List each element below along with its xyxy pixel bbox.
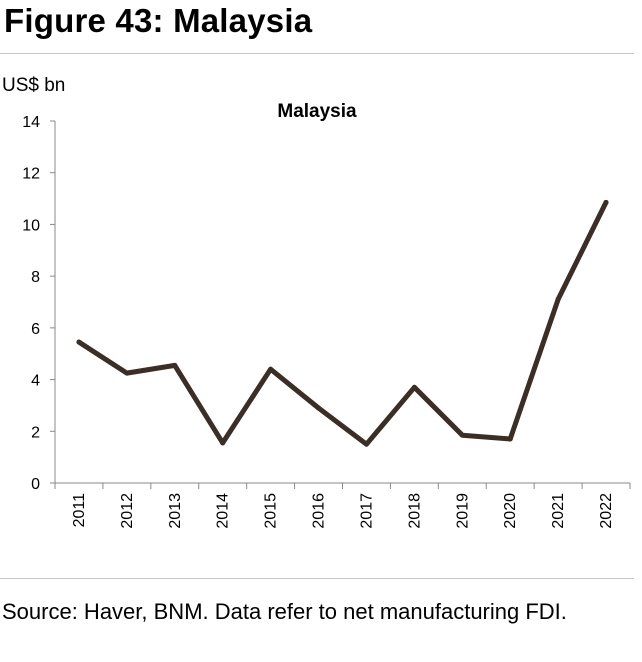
data-point [363, 441, 369, 447]
x-tick-label: 2012 [119, 493, 136, 529]
x-tick-label: 2021 [550, 493, 567, 529]
data-point [411, 384, 417, 390]
y-tick-label: 4 [31, 373, 40, 390]
x-tick-label: 2016 [311, 493, 328, 529]
x-tick-label: 2014 [215, 493, 232, 529]
y-tick-label: 14 [22, 114, 40, 131]
series-group [76, 199, 609, 447]
y-tick-label: 12 [22, 166, 40, 183]
source-note: Source: Haver, BNM. Data refer to net ma… [2, 599, 567, 624]
x-tick-label: 2017 [358, 493, 375, 529]
x-tick-label: 2019 [454, 493, 471, 529]
y-tick-label: 8 [31, 269, 40, 286]
y-tick-label: 6 [31, 321, 40, 338]
y-axis-ticks: 0 2 4 6 8 10 12 14 [22, 114, 55, 493]
data-point [76, 339, 82, 345]
figure-title: Figure 43: Malaysia [4, 2, 313, 39]
data-point [172, 362, 178, 368]
data-point [459, 432, 465, 438]
series-line [76, 199, 609, 447]
data-point [316, 405, 322, 411]
y-tick-label: 10 [22, 217, 40, 234]
data-point [507, 436, 513, 442]
x-tick-label: 2015 [263, 493, 280, 529]
chart-title: Malaysia [277, 101, 357, 122]
data-point [555, 296, 561, 302]
x-tick-label: 2020 [502, 493, 519, 529]
y-axis-unit-label: US$ bn [2, 75, 66, 96]
y-tick-label: 2 [31, 424, 40, 441]
data-point [268, 366, 274, 372]
x-axis-ticks: 2011 2012 2013 2014 2015 2016 2017 2018 2019 2020… [54, 483, 631, 529]
top-divider [0, 53, 634, 54]
x-tick-label: 2022 [598, 493, 615, 529]
x-tick-label: 2011 [71, 493, 88, 528]
data-point [124, 370, 130, 376]
data-point [220, 440, 226, 446]
y-tick-label: 0 [31, 476, 40, 493]
x-tick-label: 2018 [406, 493, 423, 529]
data-point [603, 199, 609, 205]
x-tick-label: 2013 [167, 493, 184, 529]
bottom-divider [0, 578, 634, 579]
